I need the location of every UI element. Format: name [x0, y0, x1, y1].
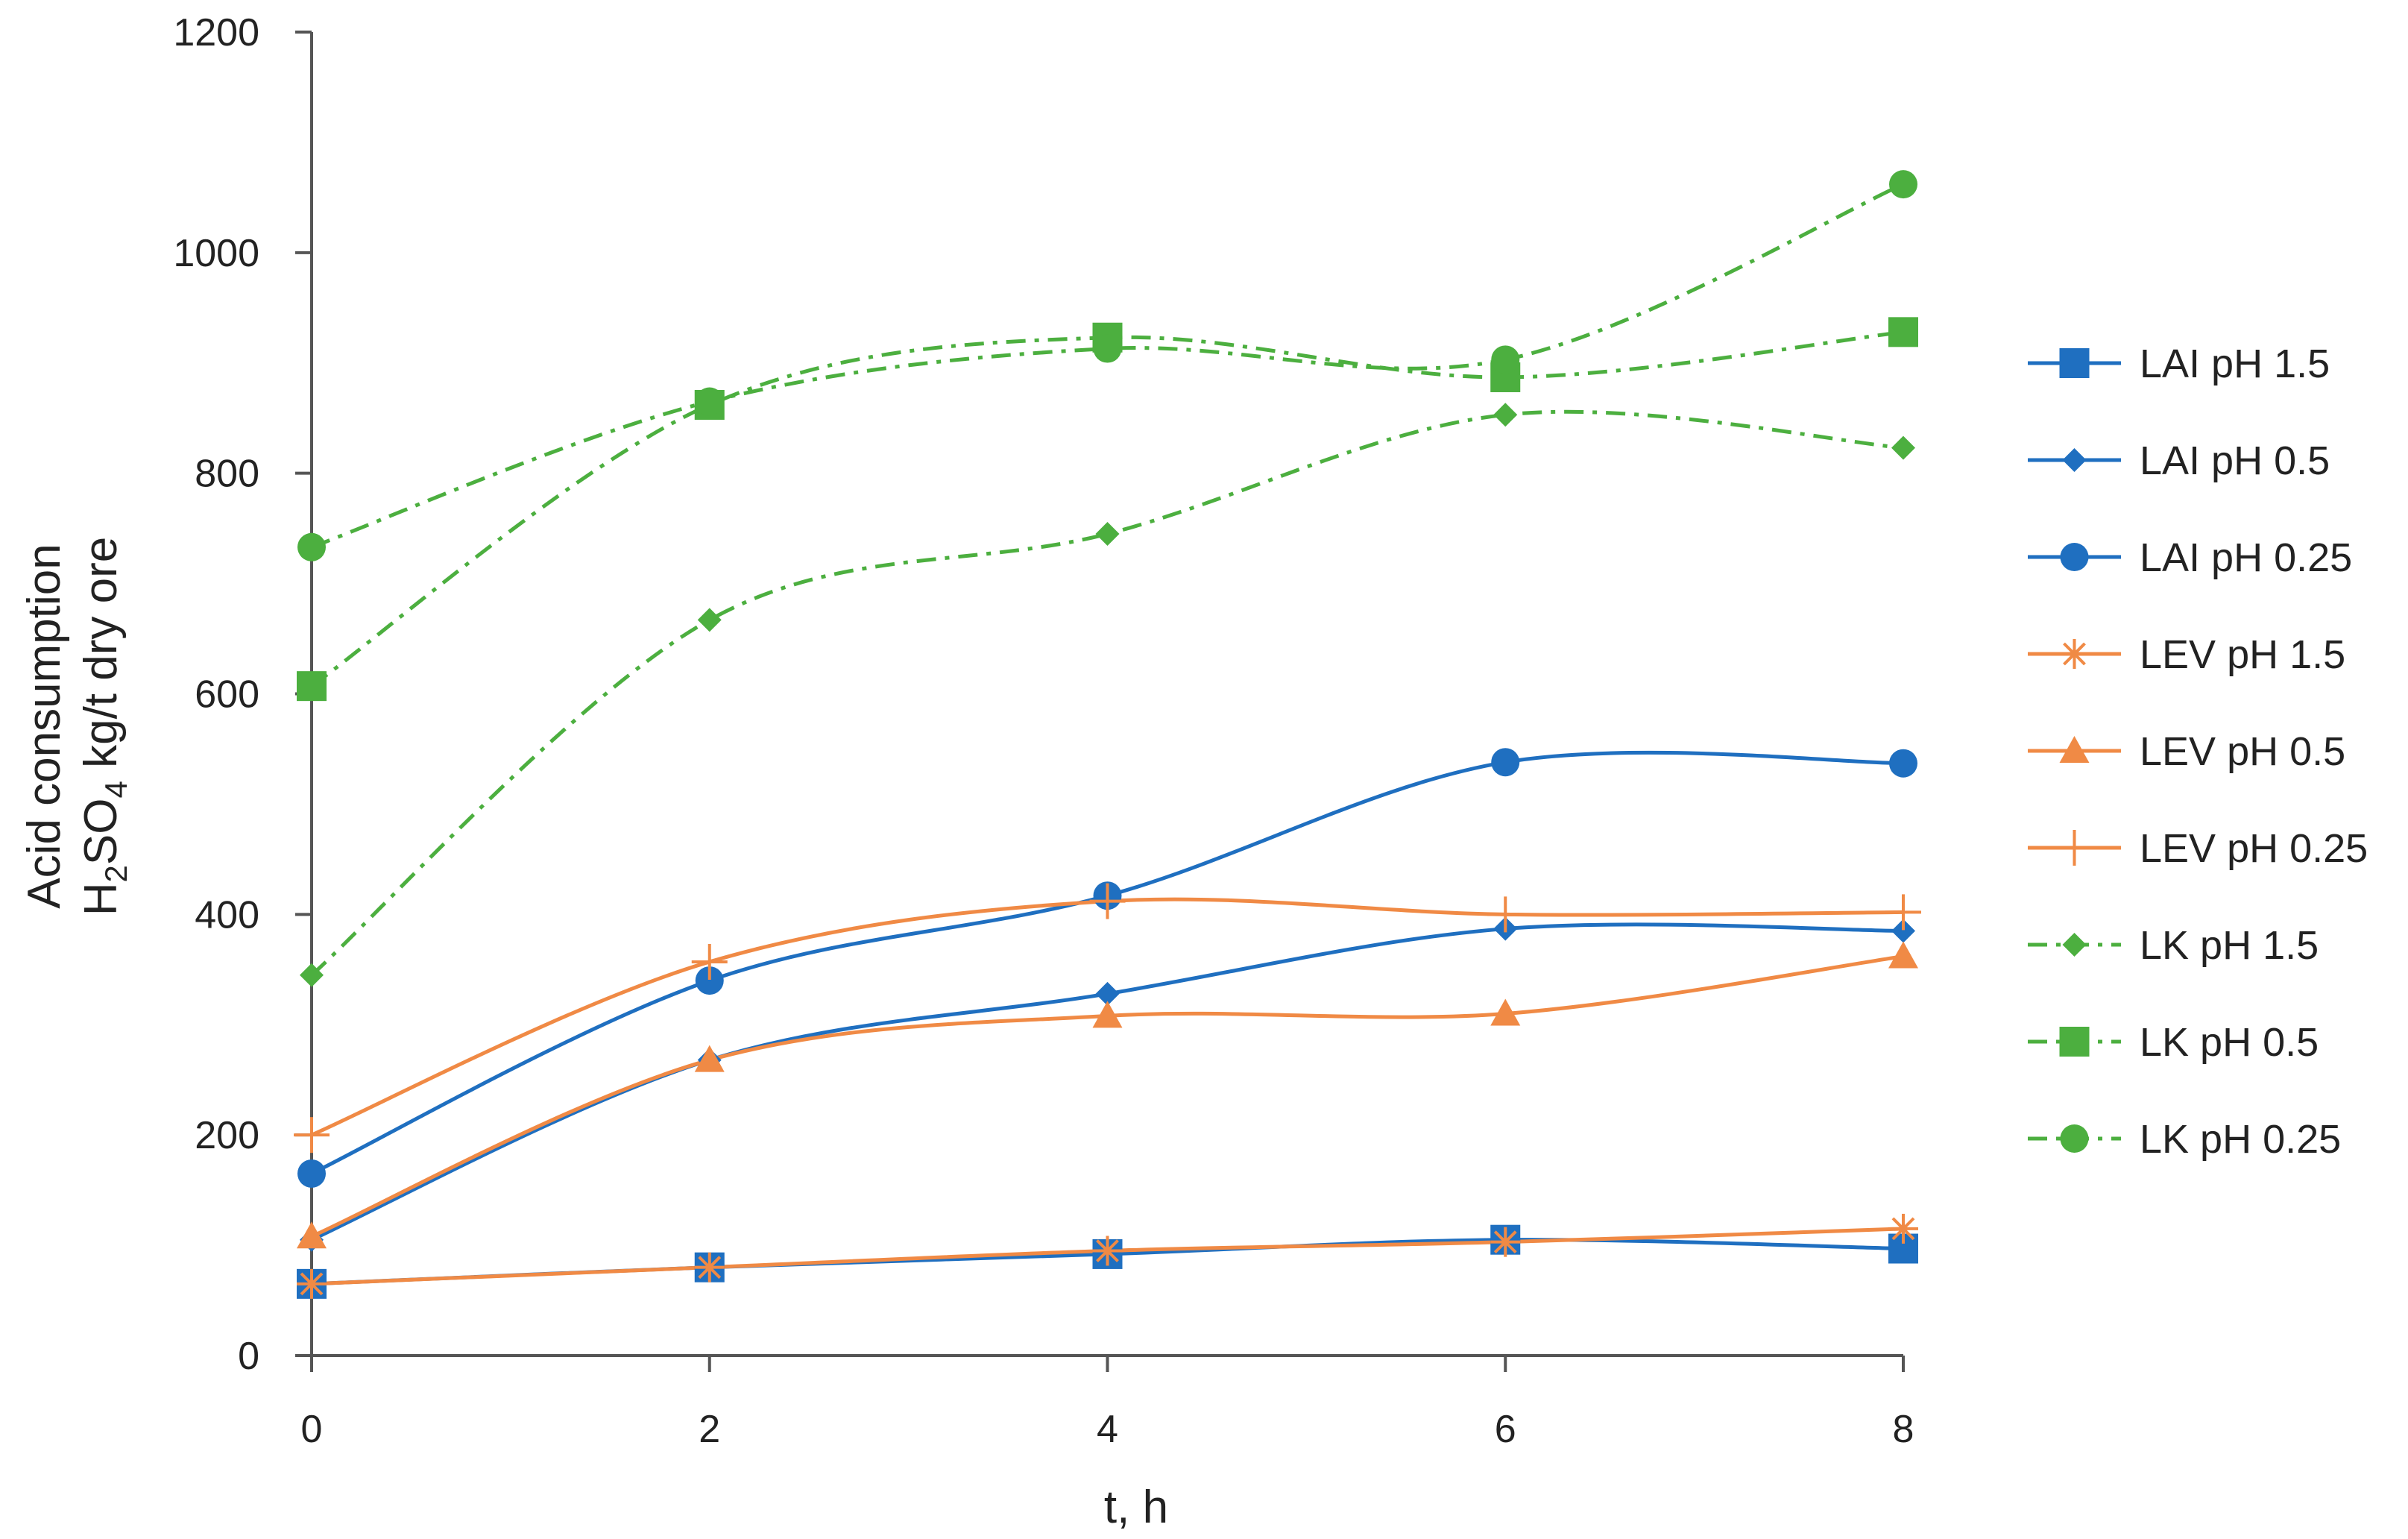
x-tick-label: 4 — [1097, 1408, 1118, 1451]
data-point-lev-ph-0-25 — [691, 943, 728, 980]
data-point-lev-ph-1-5 — [694, 1252, 725, 1282]
legend-marker — [2059, 1027, 2090, 1057]
data-point-lev-ph-1-5 — [297, 1268, 327, 1299]
data-point-lev-ph-0-5 — [1888, 941, 1918, 969]
data-point-lev-ph-1-5 — [1888, 1213, 1918, 1244]
y-axis-title-line1: Acid consumption — [19, 544, 70, 908]
data-point-lai-ph-0-25 — [695, 966, 724, 995]
y-tick-label: 600 — [195, 673, 259, 717]
legend-item-lai-ph-1-5: LAI pH 1.5 — [2028, 342, 2330, 386]
legend-label: LK pH 1.5 — [2140, 923, 2319, 968]
legend-item-lk-ph-0-25: LK pH 0.25 — [2028, 1117, 2341, 1162]
y-tick-label: 200 — [195, 1114, 259, 1157]
ylabel-units: kg/t dry ore — [75, 537, 127, 781]
y-tick-label: 0 — [238, 1335, 259, 1378]
series-line-lk-ph-0-25 — [311, 182, 1905, 550]
y-axis-title: Acid consumption H2SO4 kg/t dry ore — [19, 537, 133, 916]
data-point-lk-ph-1-5 — [300, 963, 324, 987]
y-axis-ticks: 0 200 400 600 800 1000 1200 — [173, 11, 312, 1378]
legend-item-lev-ph-0-5: LEV pH 0.5 — [2028, 729, 2345, 774]
data-point-lai-ph-0-5 — [1095, 981, 1120, 1006]
axes: 0 200 400 600 800 1000 1200 0 2 4 6 8 — [173, 11, 1914, 1451]
y-tick-label: 800 — [195, 453, 259, 496]
data-point-lev-ph-0-25 — [1089, 883, 1126, 919]
x-tick-label: 8 — [1893, 1408, 1914, 1451]
data-point-lk-ph-1-5 — [697, 608, 722, 632]
data-point-lai-ph-0-25 — [1889, 749, 1917, 778]
legend-marker — [2060, 1124, 2089, 1153]
legend-label: LEV pH 0.25 — [2140, 826, 2368, 871]
legend-item-lk-ph-0-5: LK pH 0.5 — [2028, 1020, 2319, 1065]
data-point-lai-ph-0-5 — [1891, 919, 1915, 943]
legend-label: LAI pH 0.25 — [2140, 535, 2352, 580]
legend-item-lk-ph-1-5: LK pH 1.5 — [2028, 923, 2319, 968]
legend-label: LK pH 0.5 — [2140, 1020, 2319, 1065]
x-tick-label: 0 — [301, 1408, 323, 1451]
data-point-lev-ph-0-5 — [1490, 998, 1521, 1026]
data-point-lk-ph-1-5 — [1891, 435, 1915, 460]
legend-marker — [2060, 543, 2089, 571]
data-point-lk-ph-0-5 — [1888, 317, 1918, 347]
legend-marker — [2056, 830, 2093, 866]
series-markers — [294, 170, 1921, 1299]
data-point-lev-ph-1-5 — [1490, 1227, 1521, 1257]
y-axis-title-line2: H2SO4 kg/t dry ore — [75, 537, 133, 916]
data-point-lk-ph-0-25 — [1491, 345, 1520, 374]
legend-item-lev-ph-0-25: LEV pH 0.25 — [2028, 826, 2368, 871]
data-point-lk-ph-0-5 — [297, 671, 327, 702]
data-point-lev-ph-0-5 — [1092, 1001, 1123, 1028]
legend: LAI pH 1.5 LAI pH 0.5 LAI pH 0.25 LEV pH 1.… — [2028, 342, 2368, 1162]
legend-item-lai-ph-0-5: LAI pH 0.5 — [2028, 438, 2330, 483]
ylabel-sub-4: 4 — [98, 781, 133, 798]
legend-marker — [2062, 448, 2087, 472]
legend-label: LAI pH 0.5 — [2140, 438, 2330, 483]
data-point-lev-ph-0-25 — [1885, 894, 1921, 931]
data-point-lk-ph-1-5 — [1095, 522, 1120, 547]
data-point-lev-ph-0-25 — [1487, 896, 1524, 933]
series-line-lai-ph-0-25 — [310, 750, 1904, 1176]
legend-item-lai-ph-0-25: LAI pH 0.25 — [2028, 535, 2352, 580]
legend-marker — [2059, 736, 2090, 763]
legend-label: LEV pH 1.5 — [2140, 632, 2345, 677]
data-point-lk-ph-0-25 — [1093, 334, 1122, 363]
ylabel-h: H — [75, 882, 127, 916]
x-axis-ticks: 0 2 4 6 8 — [301, 1356, 1914, 1451]
data-point-lev-ph-1-5 — [1092, 1236, 1123, 1266]
data-point-lev-ph-0-5 — [297, 1221, 327, 1249]
x-tick-label: 6 — [1495, 1408, 1516, 1451]
data-point-lk-ph-1-5 — [1493, 403, 1518, 427]
legend-item-lev-ph-1-5: LEV pH 1.5 — [2028, 632, 2345, 677]
data-point-lev-ph-0-25 — [294, 1117, 330, 1154]
legend-label: LK pH 0.25 — [2140, 1117, 2341, 1162]
y-tick-label: 1200 — [173, 11, 259, 54]
ylabel-so: SO — [75, 798, 127, 865]
x-tick-label: 2 — [699, 1408, 720, 1451]
ylabel-sub-2: 2 — [98, 865, 133, 882]
x-axis-title: t, h — [1104, 1482, 1168, 1533]
series-line-lk-ph-0-5 — [310, 330, 1904, 688]
data-point-lk-ph-0-25 — [1889, 170, 1917, 199]
legend-marker — [2059, 348, 2090, 378]
legend-label: LEV pH 0.5 — [2140, 729, 2345, 774]
data-point-lk-ph-0-25 — [297, 532, 326, 561]
data-point-lk-ph-0-25 — [695, 387, 724, 416]
data-point-lev-ph-0-5 — [694, 1045, 725, 1072]
data-point-lai-ph-0-25 — [297, 1159, 326, 1188]
legend-marker — [2062, 933, 2087, 957]
series-line-lai-ph-0-5 — [310, 922, 1904, 1241]
data-point-lai-ph-0-25 — [1491, 748, 1520, 777]
legend-marker — [2059, 639, 2090, 669]
y-tick-label: 400 — [195, 893, 259, 937]
y-tick-label: 1000 — [173, 232, 259, 275]
legend-label: LAI pH 1.5 — [2140, 342, 2330, 386]
